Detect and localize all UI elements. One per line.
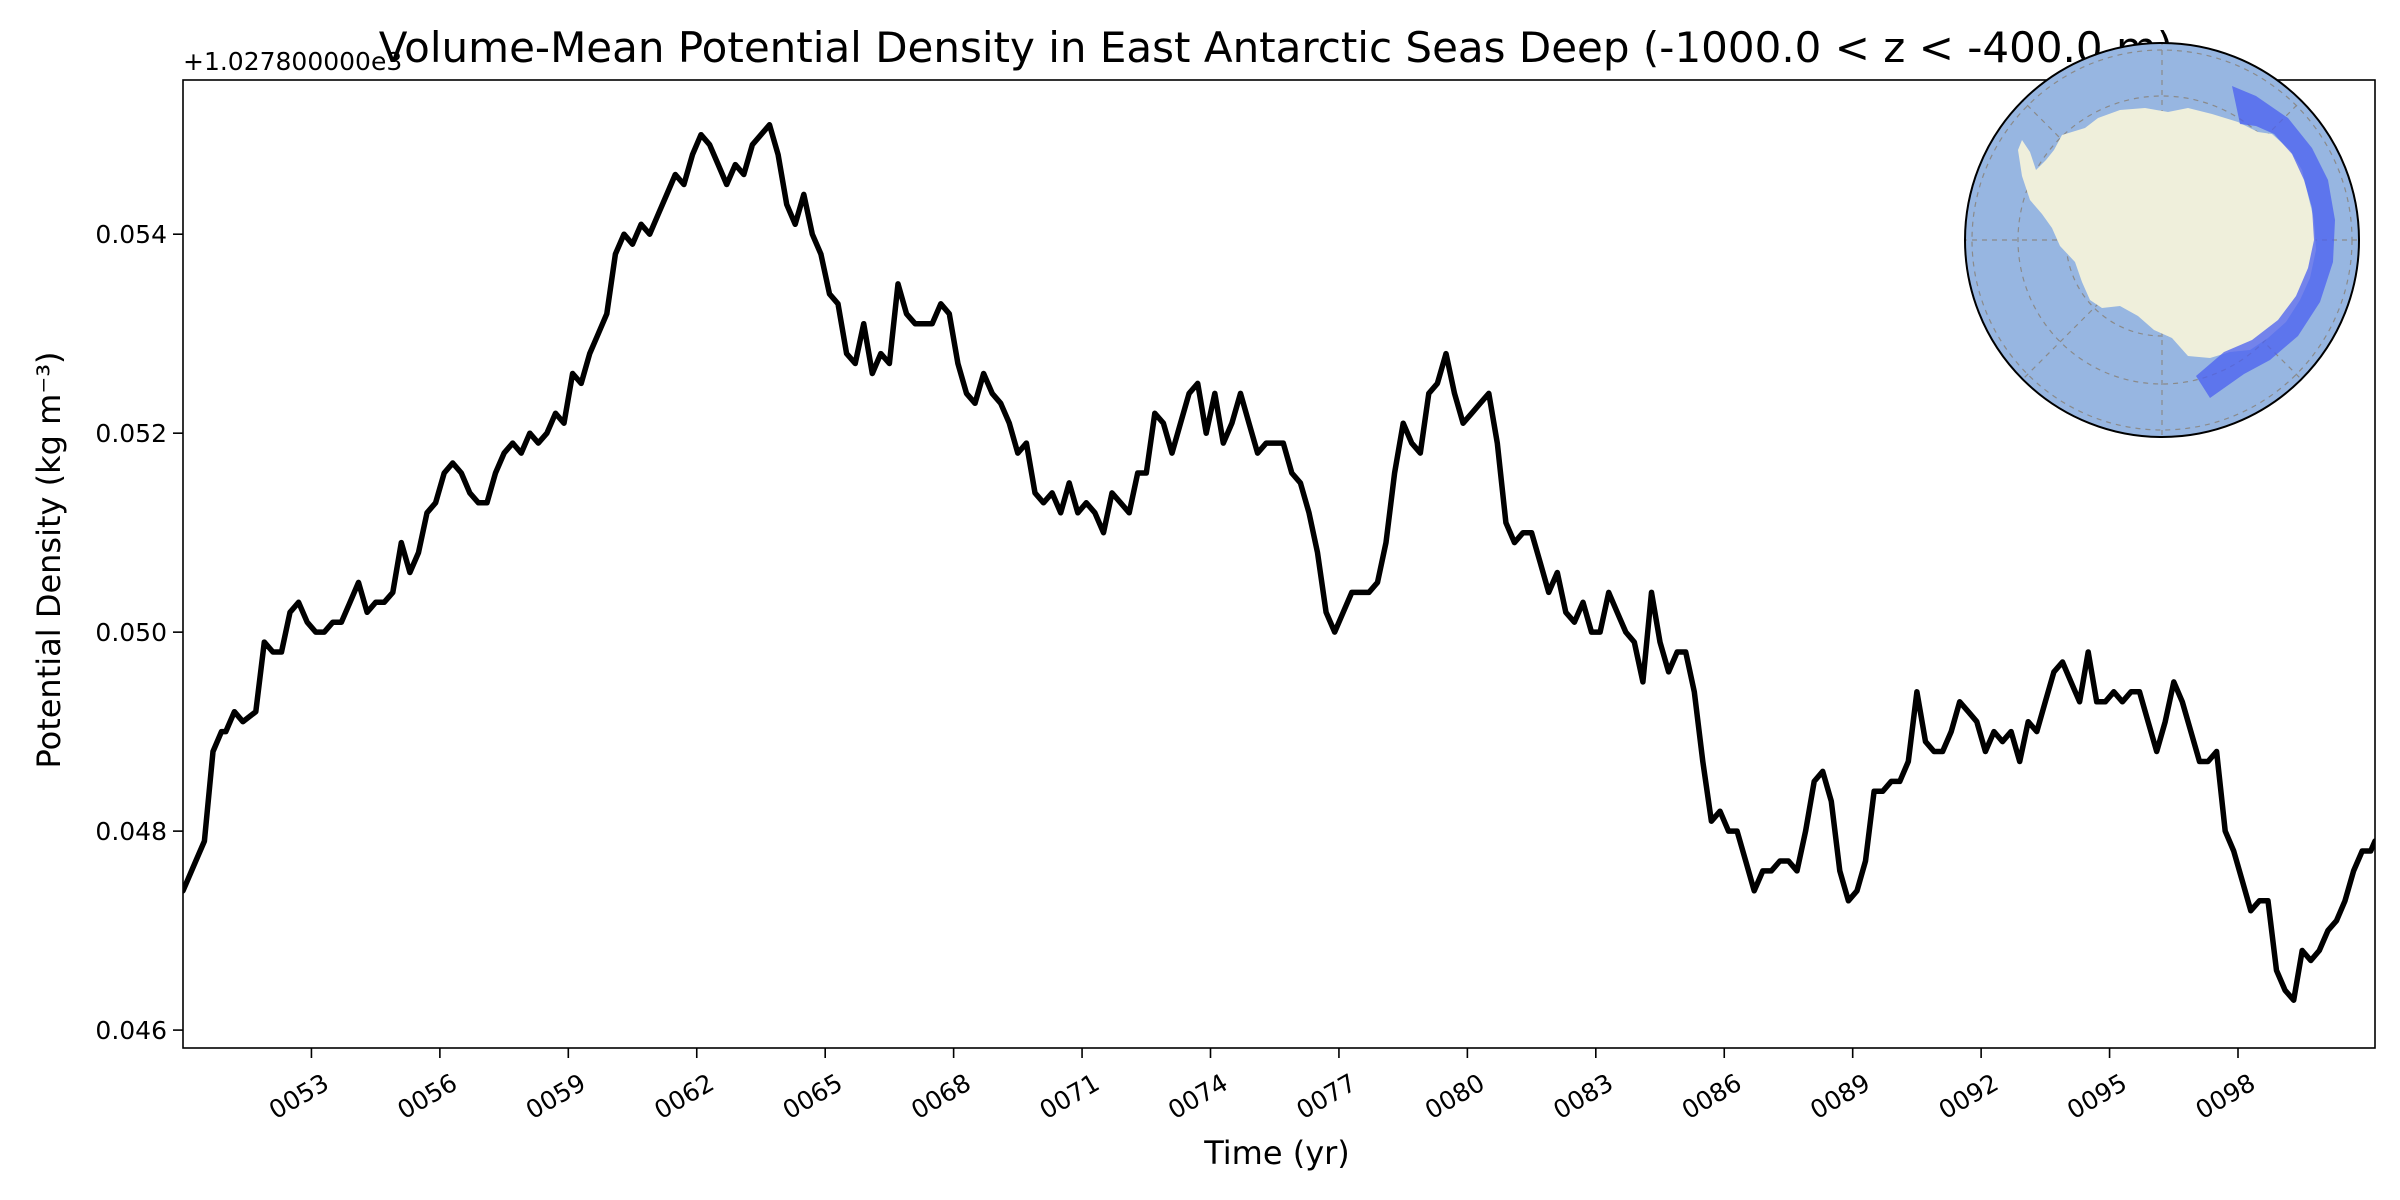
y-axis-label: Potential Density (kg m⁻³) — [30, 351, 68, 768]
series-line — [183, 122, 2375, 1003]
x-tick-label: 0059 — [521, 1068, 591, 1125]
x-tick-label: 0089 — [1805, 1068, 1875, 1125]
x-tick-label: 0092 — [1934, 1068, 2004, 1125]
y-axis: 0.046 0.048 0.050 0.052 0.054 — [95, 220, 183, 1045]
y-tick-label: 0.054 — [95, 220, 167, 249]
x-tick-label: 0071 — [1035, 1068, 1105, 1125]
y-offset-label: +1.027800000e3 — [183, 47, 402, 76]
inset-region — [2196, 86, 2335, 398]
x-tick-label: 0077 — [1292, 1068, 1362, 1125]
x-tick-label: 0083 — [1548, 1068, 1618, 1125]
x-axis-label: Time (yr) — [1203, 1134, 1350, 1172]
y-tick-label: 0.050 — [95, 618, 167, 647]
y-tick-label: 0.048 — [95, 817, 167, 846]
y-tick-label: 0.052 — [95, 419, 167, 448]
x-tick-label: 0095 — [2062, 1068, 2132, 1125]
x-tick-label: 0068 — [906, 1068, 976, 1125]
x-axis: 0053 0056 0059 0062 0065 0068 0071 0074 0077 0080… — [264, 1048, 2260, 1125]
x-tick-label: 0062 — [649, 1068, 719, 1125]
x-tick-label: 0086 — [1677, 1068, 1747, 1125]
x-tick-label: 0056 — [392, 1068, 462, 1125]
x-tick-label: 0065 — [778, 1068, 848, 1125]
antarctica-land — [2018, 108, 2316, 358]
inset-border — [1964, 42, 2360, 438]
x-tick-label: 0098 — [2191, 1068, 2261, 1125]
x-tick-label: 0074 — [1163, 1068, 1233, 1125]
inset-map — [1964, 42, 2360, 438]
chart-title: Volume-Mean Potential Density in East An… — [379, 23, 2174, 72]
x-tick-label: 0053 — [264, 1068, 334, 1125]
x-tick-label: 0080 — [1420, 1068, 1490, 1125]
y-tick-label: 0.046 — [95, 1016, 167, 1045]
plot-area-frame — [182, 79, 2376, 1049]
